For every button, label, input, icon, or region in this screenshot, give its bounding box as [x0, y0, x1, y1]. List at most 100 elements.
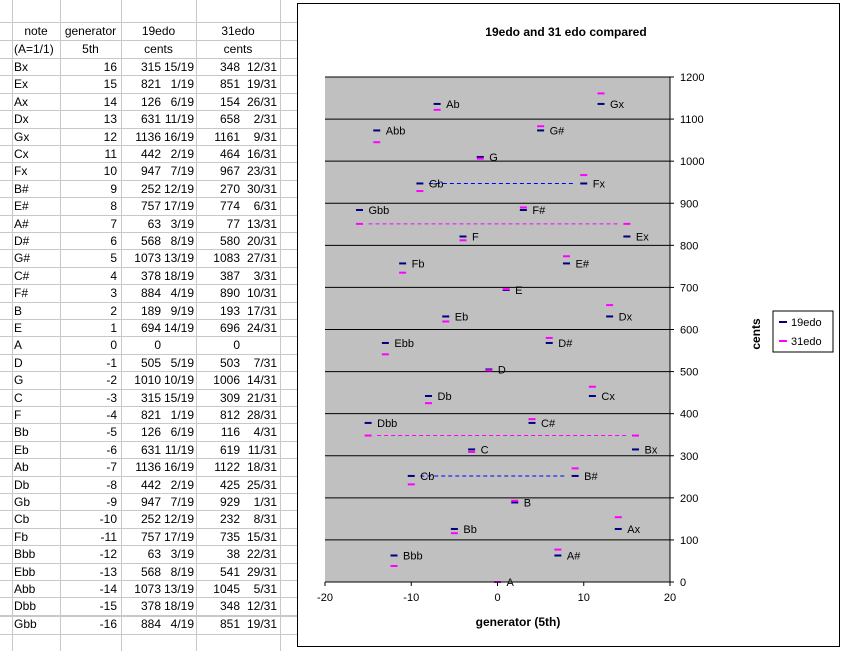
header-cents-19[interactable]: cents — [144, 42, 173, 56]
cell-fraction-19[interactable]: 4/19 — [170, 616, 194, 631]
cell-note[interactable]: Db — [14, 477, 30, 492]
cell-fraction-19[interactable]: 5/19 — [170, 355, 194, 370]
cell-fraction-31[interactable]: 29/31 — [246, 564, 277, 579]
cell-cents-31[interactable]: 116 — [220, 425, 240, 440]
cell-cents-19[interactable]: 126 — [140, 425, 161, 440]
cell-fraction-31[interactable]: 19/31 — [246, 616, 277, 631]
cell-cents-31[interactable]: 774 — [219, 199, 240, 214]
cell-note[interactable]: Dbb — [14, 599, 37, 614]
cell-cents-19[interactable]: 821 — [140, 408, 161, 422]
cell-cents-31[interactable]: 658 — [219, 112, 240, 127]
cell-cents-19[interactable]: 1136 — [135, 460, 161, 475]
cell-note[interactable]: Eb — [14, 442, 29, 457]
cell-note[interactable]: G — [14, 373, 24, 388]
cell-note[interactable]: C# — [14, 268, 30, 283]
cell-fraction-31[interactable]: 14/31 — [246, 373, 277, 388]
cell-cents-19[interactable]: 63 — [147, 216, 161, 231]
cell-generator[interactable]: -9 — [106, 495, 117, 509]
cell-note[interactable]: E# — [14, 199, 29, 214]
cell-note[interactable]: E — [14, 321, 23, 335]
cell-note[interactable]: B# — [14, 181, 29, 196]
cell-generator[interactable]: 7 — [110, 216, 117, 231]
cell-generator[interactable]: -8 — [106, 477, 117, 492]
cell-note[interactable]: Ab — [14, 460, 29, 475]
cell-cents-19[interactable]: 378 — [140, 268, 161, 283]
cell-cents-19[interactable]: 568 — [140, 234, 161, 248]
cell-fraction-31[interactable]: 26/31 — [246, 94, 277, 109]
cell-cents-19[interactable]: 1073 — [134, 251, 161, 266]
cell-cents-19[interactable]: 947 — [140, 164, 161, 179]
cell-cents-19[interactable]: 442 — [140, 147, 161, 161]
cell-fraction-19[interactable] — [162, 337, 194, 355]
cell-cents-31[interactable]: 1006 — [213, 373, 240, 388]
cell-generator[interactable]: -11 — [100, 529, 117, 544]
cell-cents-19[interactable]: 505 — [140, 355, 161, 370]
cell-fraction-19[interactable]: 17/19 — [163, 199, 194, 214]
cell-fraction-31[interactable]: 3/31 — [253, 268, 277, 283]
cell-cents-31[interactable]: 967 — [219, 164, 240, 179]
cell-fraction-19[interactable]: 16/19 — [163, 129, 194, 144]
cell-generator[interactable]: 15 — [103, 77, 117, 92]
cell-note[interactable]: Bbb — [14, 547, 36, 562]
cell-cents-19[interactable]: 1136 — [135, 129, 161, 144]
cell-generator[interactable]: -7 — [106, 460, 117, 475]
cell-cents-19[interactable]: 442 — [140, 477, 161, 492]
cell-cents-31[interactable]: 0 — [233, 338, 240, 353]
cell-fraction-19[interactable]: 11/19 — [164, 112, 194, 127]
cell-fraction-19[interactable]: 12/19 — [163, 512, 194, 527]
cell-generator[interactable]: 8 — [110, 199, 117, 214]
cell-note[interactable]: Bx — [14, 60, 29, 74]
cell-fraction-19[interactable]: 6/19 — [170, 94, 194, 109]
cell-cents-31[interactable]: 1045 — [213, 582, 240, 596]
cell-fraction-19[interactable]: 11/19 — [164, 442, 194, 457]
cell-fraction-31[interactable]: 8/31 — [253, 512, 277, 527]
cell-note[interactable]: A# — [14, 216, 29, 231]
cell-cents-31[interactable]: 38 — [226, 547, 240, 562]
cell-cents-19[interactable]: 821 — [140, 77, 161, 92]
cell-fraction-19[interactable]: 18/19 — [163, 599, 194, 614]
cell-generator[interactable]: 1 — [110, 321, 117, 335]
cell-cents-31[interactable]: 154 — [219, 94, 240, 109]
cell-cents-31[interactable]: 890 — [219, 286, 240, 301]
cell-cents-31[interactable]: 735 — [219, 529, 240, 544]
cell-cents-19[interactable]: 252 — [140, 181, 161, 196]
cell-note[interactable]: B — [14, 303, 23, 318]
cell-fraction-19[interactable]: 8/19 — [170, 234, 194, 248]
cell-fraction-19[interactable]: 9/19 — [170, 303, 194, 318]
cell-fraction-19[interactable]: 13/19 — [163, 251, 194, 266]
cell-generator[interactable]: 0 — [110, 338, 117, 353]
cell-generator[interactable]: -10 — [99, 512, 117, 527]
cell-cents-31[interactable]: 1083 — [213, 251, 240, 266]
cell-fraction-31[interactable]: 12/31 — [246, 599, 277, 614]
cell-generator[interactable]: -13 — [99, 564, 117, 579]
cell-fraction-19[interactable]: 3/19 — [170, 216, 194, 231]
cell-generator[interactable]: 16 — [103, 60, 117, 74]
header-generator[interactable]: generator — [64, 24, 117, 38]
cell-cents-19[interactable]: 189 — [140, 303, 161, 318]
header-reference[interactable]: (A=1/1) — [14, 42, 54, 56]
cell-fraction-19[interactable]: 1/19 — [170, 77, 194, 92]
cell-fraction-19[interactable]: 3/19 — [170, 547, 194, 562]
cell-cents-31[interactable]: 851 — [219, 77, 240, 92]
header-fifth[interactable]: 5th — [82, 42, 99, 56]
cell-cents-31[interactable]: 425 — [219, 477, 240, 492]
cell-generator[interactable]: -3 — [106, 390, 117, 405]
cell-cents-31[interactable]: 619 — [219, 442, 240, 457]
cell-cents-31[interactable]: 464 — [219, 147, 240, 161]
cell-fraction-19[interactable]: 17/19 — [163, 529, 194, 544]
cell-cents-31[interactable]: 270 — [219, 181, 240, 196]
cell-generator[interactable]: -5 — [106, 425, 117, 440]
cell-note[interactable]: A — [14, 338, 23, 353]
cell-fraction-19[interactable]: 6/19 — [170, 425, 194, 440]
cell-generator[interactable]: 11 — [104, 147, 117, 161]
cell-cents-19[interactable]: 947 — [140, 495, 161, 509]
cell-cents-19[interactable]: 757 — [140, 199, 161, 214]
empty-row[interactable] — [0, 616, 300, 634]
cell-fraction-31[interactable]: 23/31 — [246, 164, 277, 179]
cell-generator[interactable]: -6 — [106, 442, 117, 457]
cell-cents-31[interactable]: 193 — [219, 303, 240, 318]
cell-cents-19[interactable]: 63 — [147, 547, 161, 562]
cell-fraction-19[interactable]: 1/19 — [170, 408, 194, 422]
cell-cents-19[interactable]: 757 — [140, 529, 161, 544]
cell-generator[interactable]: 5 — [110, 251, 117, 266]
